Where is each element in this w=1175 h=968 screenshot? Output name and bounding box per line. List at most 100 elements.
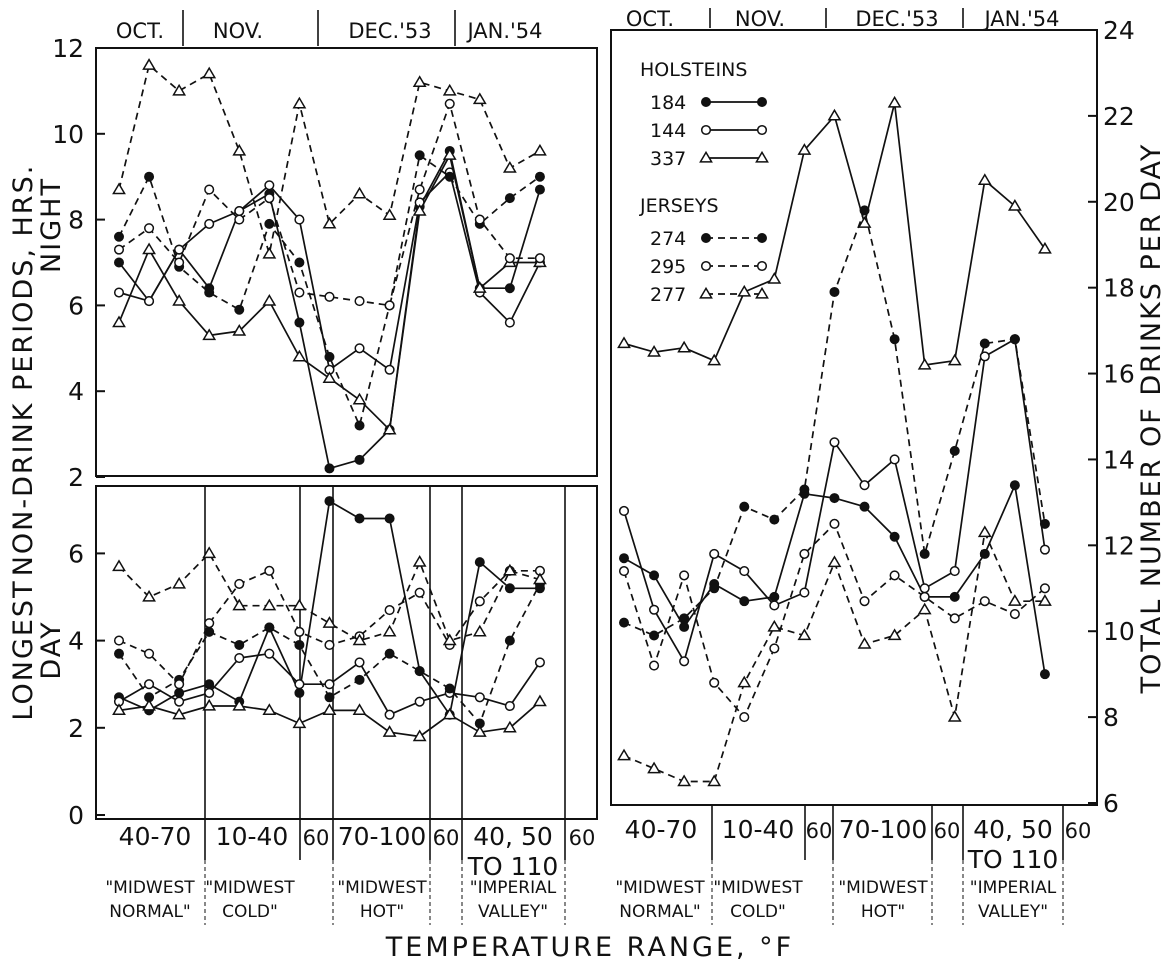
data-point-144 bbox=[949, 566, 960, 577]
longest-day-series-295 bbox=[113, 565, 545, 690]
data-point-184 bbox=[324, 463, 335, 474]
legend-marker bbox=[701, 232, 712, 243]
data-point-144 bbox=[919, 583, 930, 594]
data-point-184 bbox=[679, 621, 690, 632]
longest-day-series-144 bbox=[113, 648, 545, 720]
data-point-295 bbox=[859, 596, 870, 607]
data-point-144 bbox=[859, 480, 870, 491]
condition-label: "MIDWEST bbox=[105, 878, 195, 898]
data-point-295 bbox=[474, 596, 485, 607]
condition-label: VALLEY" bbox=[478, 902, 548, 922]
series-line-277 bbox=[118, 64, 541, 255]
data-point-337 bbox=[1038, 241, 1052, 254]
y-tick-label: 8 bbox=[68, 206, 84, 235]
data-point-295 bbox=[144, 223, 155, 234]
data-point-274 bbox=[739, 501, 750, 512]
y-tick-label: 8 bbox=[1103, 703, 1119, 732]
drinks-series-295 bbox=[618, 518, 1050, 723]
series-line-274 bbox=[118, 154, 541, 427]
data-point-274 bbox=[234, 304, 245, 315]
data-point-184 bbox=[1039, 669, 1050, 680]
data-point-337 bbox=[262, 703, 277, 716]
data-point-337 bbox=[322, 371, 337, 383]
data-point-277 bbox=[232, 598, 247, 611]
data-point-144 bbox=[113, 287, 125, 298]
data-point-337 bbox=[617, 336, 631, 349]
data-point-144 bbox=[204, 687, 215, 698]
data-point-274 bbox=[829, 286, 840, 297]
data-point-337 bbox=[292, 716, 307, 729]
data-point-274 bbox=[144, 171, 155, 182]
data-point-274 bbox=[444, 171, 455, 182]
data-point-337 bbox=[382, 422, 397, 435]
data-point-274 bbox=[324, 351, 335, 362]
data-point-337 bbox=[382, 725, 397, 737]
data-point-184 bbox=[324, 496, 335, 507]
data-point-295 bbox=[949, 613, 960, 624]
data-point-184 bbox=[619, 553, 630, 564]
data-point-295 bbox=[799, 548, 810, 559]
data-point-144 bbox=[174, 696, 185, 707]
night-panel-frame bbox=[95, 47, 598, 477]
data-point-337 bbox=[472, 725, 487, 737]
data-point-295 bbox=[474, 214, 485, 225]
condition-label: VALLEY" bbox=[978, 902, 1048, 922]
y-tick-label: 4 bbox=[68, 627, 84, 656]
series-line-184 bbox=[623, 484, 1046, 675]
data-point-144 bbox=[979, 351, 990, 362]
data-point-295 bbox=[384, 300, 395, 311]
y-tick-label: 14 bbox=[1103, 445, 1135, 474]
data-point-295 bbox=[384, 605, 395, 616]
legend-marker bbox=[700, 124, 712, 136]
y-tick-label: 10 bbox=[52, 120, 84, 149]
night-series-295 bbox=[113, 98, 545, 311]
condition-label: COLD" bbox=[222, 902, 278, 922]
legend-marker bbox=[701, 96, 712, 107]
data-point-277 bbox=[617, 748, 631, 761]
data-point-277 bbox=[142, 589, 156, 602]
data-point-144 bbox=[414, 696, 425, 707]
drinks-series-274 bbox=[619, 205, 1050, 641]
y-tick-label: 6 bbox=[68, 539, 84, 568]
left-axis-title-top: NON-DRINK PERIODS, HRS. bbox=[8, 164, 39, 577]
data-point-337 bbox=[262, 294, 277, 306]
legend-label: 295 bbox=[650, 256, 686, 278]
data-point-295 bbox=[679, 570, 690, 581]
data-point-184 bbox=[889, 531, 900, 542]
data-point-337 bbox=[472, 281, 487, 293]
data-point-277 bbox=[857, 637, 872, 649]
data-point-295 bbox=[919, 591, 930, 602]
data-point-295 bbox=[829, 518, 840, 529]
y-tick-label: 6 bbox=[68, 291, 84, 320]
legend-label: 337 bbox=[650, 148, 686, 170]
y-tick-label: 0 bbox=[68, 801, 84, 830]
drinks-panel-frame bbox=[610, 29, 1098, 806]
data-point-337 bbox=[352, 703, 367, 716]
data-point-277 bbox=[1038, 594, 1052, 606]
legend-marker bbox=[699, 286, 713, 299]
data-point-277 bbox=[292, 96, 307, 109]
range-labels-left: 40-70 10-40 60 70-100 60 40, 50 TO 110 6… bbox=[119, 822, 596, 881]
data-point-144 bbox=[354, 657, 365, 668]
data-point-274 bbox=[534, 171, 545, 182]
data-point-295 bbox=[618, 566, 630, 577]
data-point-184 bbox=[204, 679, 215, 690]
data-point-144 bbox=[144, 296, 155, 307]
data-point-277 bbox=[412, 75, 427, 87]
legend-label: 184 bbox=[650, 92, 686, 114]
data-point-144 bbox=[294, 679, 305, 690]
data-point-337 bbox=[737, 284, 752, 297]
data-point-277 bbox=[202, 66, 217, 79]
data-point-337 bbox=[202, 698, 217, 711]
data-point-184 bbox=[504, 583, 515, 594]
data-point-337 bbox=[947, 353, 962, 366]
data-point-277 bbox=[797, 628, 812, 641]
data-point-277 bbox=[502, 161, 517, 173]
range-label: 10-40 bbox=[722, 815, 795, 844]
data-point-144 bbox=[354, 343, 365, 354]
data-point-184 bbox=[354, 513, 365, 524]
range-label: 10-40 bbox=[216, 822, 289, 851]
data-point-184 bbox=[859, 501, 870, 512]
legend-entry-337: 337 bbox=[650, 148, 769, 170]
drinks-series-337 bbox=[617, 95, 1052, 370]
